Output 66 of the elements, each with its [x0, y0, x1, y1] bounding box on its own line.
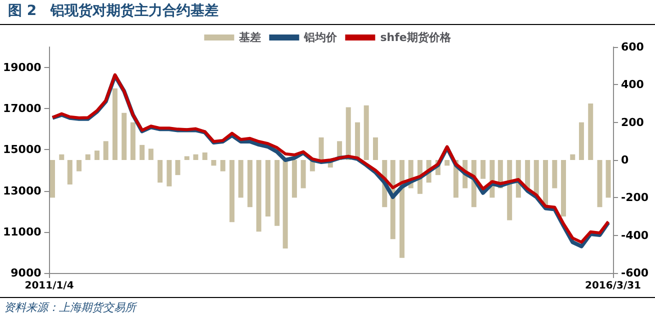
bar	[400, 160, 405, 258]
bar	[480, 160, 486, 179]
bar	[265, 160, 270, 216]
bar	[103, 141, 108, 160]
chart-title: 图 2 铝现货对期货主力合约基差	[8, 2, 219, 20]
bar	[76, 160, 82, 172]
bar	[220, 160, 226, 172]
bar	[229, 160, 234, 222]
y-tick-label: 13000	[2, 184, 42, 198]
bar	[211, 160, 216, 166]
y2-tick-label: -400	[621, 228, 649, 242]
bar	[560, 160, 566, 216]
bar	[59, 154, 64, 160]
y2-tick-label: 0	[621, 154, 629, 166]
y2-tick-label: -200	[621, 191, 649, 204]
bar	[552, 160, 558, 188]
bar	[50, 160, 56, 198]
y-tick-label: 11000	[2, 225, 42, 238]
bar	[346, 107, 351, 160]
bar	[175, 160, 180, 176]
bar	[130, 122, 136, 160]
bar	[292, 160, 297, 198]
bar	[588, 104, 594, 160]
bar	[166, 160, 172, 186]
bar	[282, 160, 288, 249]
bar	[148, 148, 154, 160]
bar	[355, 122, 360, 160]
x-tick-label: 2011/1/4	[24, 280, 74, 292]
bar	[372, 137, 378, 160]
bar	[122, 112, 127, 160]
bar	[247, 160, 252, 208]
bar	[94, 150, 100, 160]
bar	[364, 105, 369, 160]
bar	[85, 154, 90, 160]
y2-tick-label: 400	[621, 78, 644, 92]
bar	[193, 154, 198, 160]
y2-tick-label: 600	[621, 40, 644, 54]
bar	[597, 160, 602, 208]
x-tick-label: 2016/3/31	[584, 280, 642, 292]
legend-label: 基差	[238, 31, 262, 44]
bar	[238, 160, 244, 198]
bar	[606, 160, 611, 198]
bar	[256, 160, 262, 232]
bar	[67, 160, 72, 184]
bar	[578, 122, 584, 160]
bar	[318, 137, 324, 160]
y-tick-label: 19000	[2, 61, 42, 74]
y2-tick-label: -600	[621, 266, 649, 280]
legend-label: 铝均价	[303, 31, 338, 44]
y-tick-label: 15000	[2, 143, 42, 156]
bar	[158, 160, 163, 183]
bar	[274, 160, 280, 226]
bar	[184, 156, 190, 160]
bar	[112, 88, 118, 160]
bar	[300, 160, 306, 188]
bar	[570, 154, 576, 160]
bar	[525, 160, 530, 188]
y-tick-label: 17000	[2, 102, 42, 116]
y2-tick-label: 200	[621, 116, 644, 129]
bar	[444, 160, 450, 166]
bar	[202, 152, 208, 160]
bar	[140, 144, 145, 160]
legend-label: shfe期货价格	[380, 31, 452, 44]
bar	[507, 160, 512, 220]
text: 资料来源：上海期货交易所	[4, 300, 136, 315]
y-tick-label: 9000	[10, 266, 42, 280]
